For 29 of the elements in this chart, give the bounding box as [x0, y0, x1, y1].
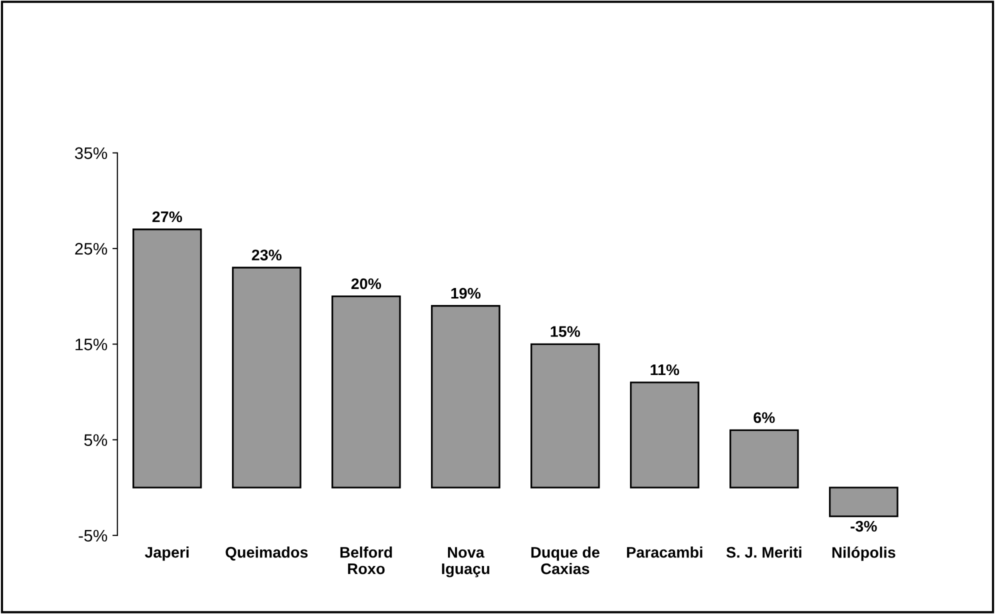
- y-tick-label: 35%: [74, 147, 108, 160]
- bar: [331, 295, 401, 488]
- x-tick-label: S. J. Meriti: [726, 546, 802, 558]
- y-tick-label: 5%: [84, 434, 108, 446]
- y-tick-label: 25%: [75, 242, 108, 255]
- x-tick-label: Japeri: [144, 546, 189, 561]
- data-label: 6%: [754, 412, 775, 424]
- bar: [828, 486, 898, 518]
- bar: [132, 228, 202, 488]
- x-tick-label: Nova Iguaçu: [442, 547, 490, 578]
- bar: [530, 343, 600, 488]
- y-tick-label: 15%: [76, 338, 108, 350]
- data-label: 20%: [351, 278, 382, 290]
- x-tick-label: Nilópolis: [832, 546, 896, 561]
- x-tick-label: Queimados: [226, 546, 308, 561]
- data-label: -3%: [850, 520, 877, 532]
- data-label: 11%: [650, 364, 680, 376]
- data-label: 27%: [152, 211, 182, 222]
- x-tick-label: Belford Roxo: [340, 546, 392, 574]
- bar: [430, 305, 500, 488]
- y-tick-label: -5%: [78, 530, 108, 542]
- x-tick-label: Duque de Caxias: [531, 546, 600, 574]
- bar: [630, 382, 700, 488]
- data-label: 23%: [252, 250, 282, 260]
- data-label: 15%: [550, 326, 580, 337]
- x-tick-label: Paracambi: [627, 546, 702, 558]
- data-label: 19%: [451, 288, 481, 299]
- bar: [232, 266, 302, 488]
- bar: [729, 429, 799, 488]
